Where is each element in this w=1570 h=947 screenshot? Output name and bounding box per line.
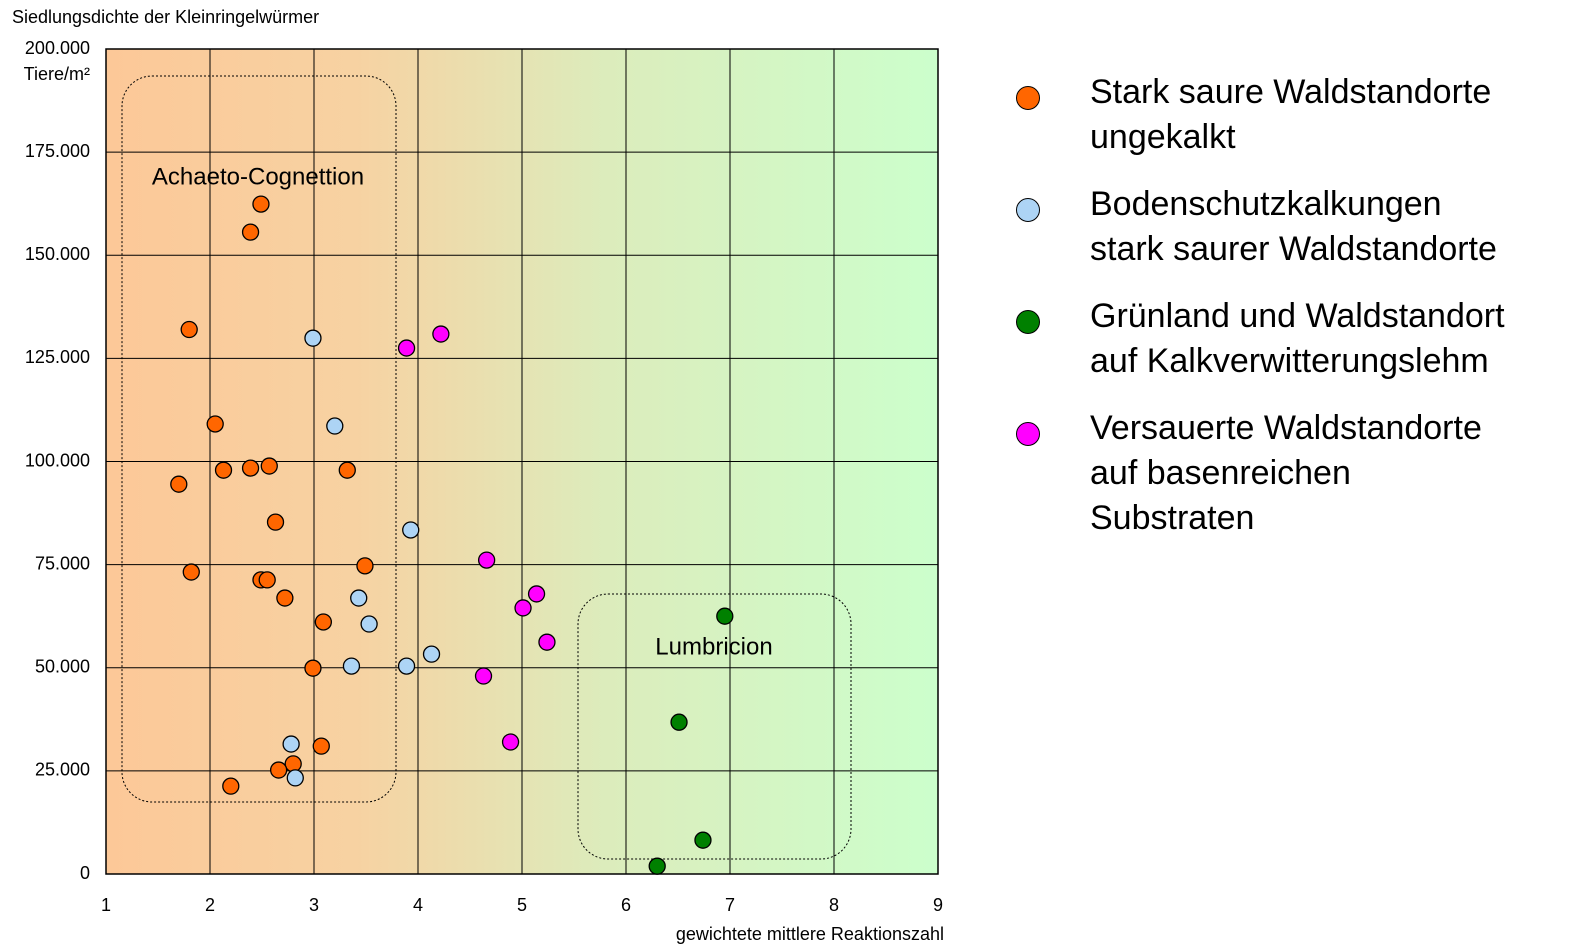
point: [282, 735, 300, 753]
point: [360, 615, 378, 633]
point: [326, 417, 344, 435]
point: [269, 761, 288, 779]
point: [477, 551, 496, 569]
point: [338, 461, 356, 479]
x-tick-label: 8: [829, 895, 839, 915]
point: [222, 777, 240, 795]
point: [214, 461, 233, 479]
x-tick-label: 7: [725, 895, 735, 915]
point: [258, 571, 276, 589]
x-tick-label: 3: [309, 895, 319, 915]
legend-swatch: [1016, 198, 1040, 222]
point: [312, 737, 330, 755]
point: [350, 589, 368, 607]
point: [180, 320, 198, 339]
annotation: Lumbricion: [655, 633, 772, 660]
point: [252, 195, 270, 213]
point: [284, 755, 302, 773]
point: [182, 563, 200, 581]
legend-item: Grünland und Waldstandort auf Kalkverwit…: [1010, 294, 1510, 384]
point: [170, 475, 188, 493]
point: [304, 659, 322, 677]
x-tick-label: 4: [413, 895, 423, 915]
y-tick-label: 75.000: [35, 553, 90, 573]
legend-item: Versauerte Waldstandorte auf basenreiche…: [1010, 406, 1510, 541]
y-tick-label: 0: [80, 863, 90, 883]
plot-frame: [105, 48, 939, 875]
point: [304, 329, 322, 347]
point: [514, 599, 532, 617]
y-tick-label: 25.000: [35, 760, 90, 780]
legend-swatch: [1016, 422, 1040, 446]
point: [648, 857, 666, 875]
point: [716, 607, 734, 625]
point: [538, 633, 556, 651]
x-tick-label: 5: [517, 895, 527, 915]
point: [356, 557, 374, 575]
point: [266, 513, 285, 531]
y-unit: Tiere/m²: [24, 64, 90, 84]
x-tick-label: 1: [101, 895, 111, 915]
y-tick-label: 150.000: [25, 244, 90, 264]
legend-label: Stark saure Waldstandorte ungekalkt: [1090, 73, 1492, 156]
point: [432, 325, 450, 343]
point: [260, 457, 278, 475]
point: [501, 733, 520, 751]
point: [670, 713, 688, 731]
point: [241, 459, 260, 477]
point: [206, 415, 224, 433]
x-axis-label: gewichtete mittlere Reaktionszahl: [676, 924, 944, 944]
legend-label: Versauerte Waldstandorte auf basenreiche…: [1090, 409, 1482, 537]
legend-label: Grünland und Waldstandort auf Kalkverwit…: [1090, 297, 1505, 380]
point: [397, 339, 416, 357]
y-tick-label: 175.000: [25, 141, 90, 161]
y-tick-label: 200.000: [25, 38, 90, 58]
y-tick-label: 50.000: [35, 657, 90, 677]
point: [694, 831, 712, 849]
legend-item: Bodenschutzkalkungen stark saurer Waldst…: [1010, 182, 1510, 272]
point: [286, 769, 304, 787]
point: [422, 645, 441, 663]
legend-swatch: [1016, 310, 1040, 334]
annotation: Achaeto-Cognettion: [152, 163, 364, 190]
point: [402, 521, 420, 539]
y-tick-label: 100.000: [25, 450, 90, 470]
group-box: [121, 75, 397, 803]
legend-label: Bodenschutzkalkungen stark saurer Waldst…: [1090, 185, 1497, 268]
legend: Stark saure Waldstandorte ungekalkt Boden…: [1010, 70, 1510, 563]
y-tick-label: 125.000: [25, 347, 90, 367]
point: [342, 657, 361, 675]
point: [527, 585, 546, 603]
point: [241, 223, 260, 241]
legend-swatch: [1016, 86, 1040, 110]
point: [314, 613, 333, 631]
y-axis-label: Siedlungsdichte der Kleinringelwürmer: [12, 7, 319, 27]
point: [397, 657, 416, 675]
legend-item: Stark saure Waldstandorte ungekalkt: [1010, 70, 1510, 160]
x-tick-label: 6: [621, 895, 631, 915]
chart: Achaeto-Cognettion Lumbricion Siedlungsd…: [12, 7, 944, 944]
x-tick-label: 9: [933, 895, 943, 915]
x-tick-label: 2: [205, 895, 215, 915]
point: [474, 667, 493, 685]
point: [276, 589, 294, 607]
